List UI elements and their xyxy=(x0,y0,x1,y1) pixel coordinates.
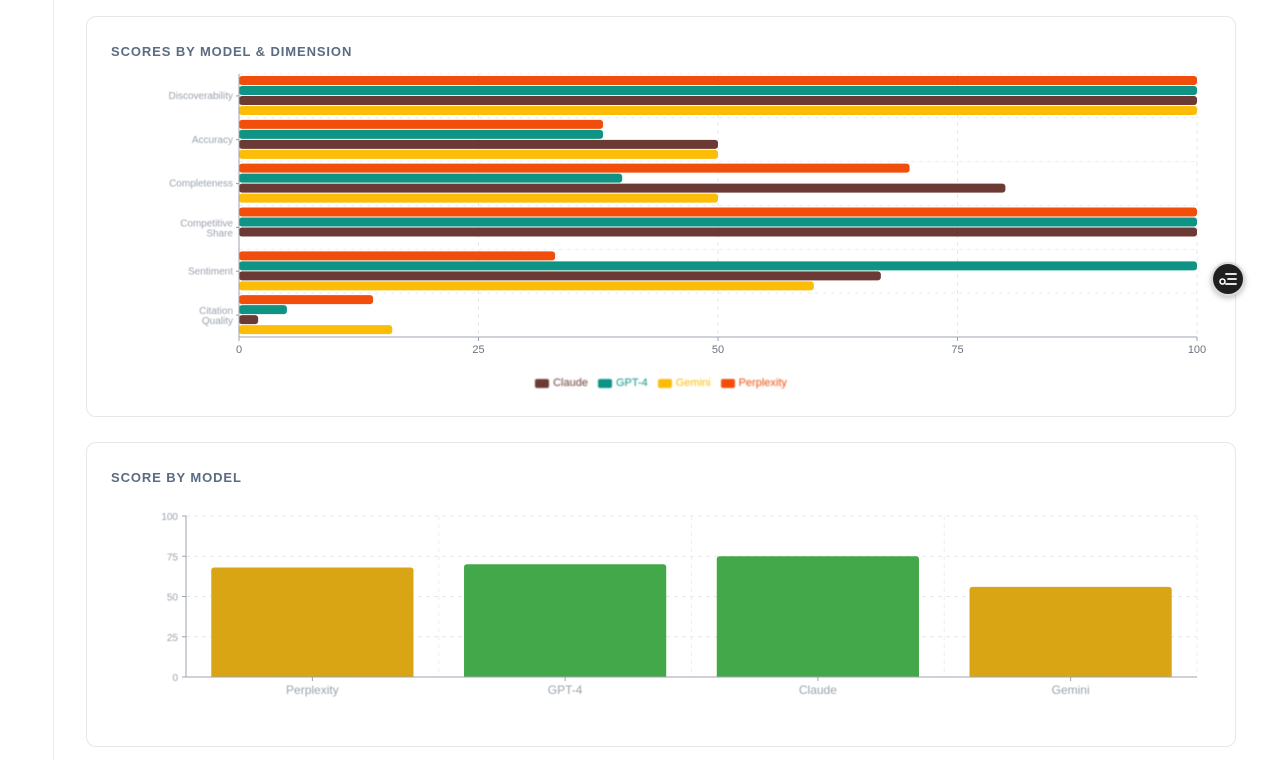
y-tick-label: 75 xyxy=(167,552,179,563)
y-tick-label: 25 xyxy=(167,633,179,644)
filter-list-icon xyxy=(1219,273,1237,285)
y-tick-label: 50 xyxy=(167,593,179,604)
x-tick-label: 75 xyxy=(951,344,963,356)
model-bar-chart: 0 25 50 75 100 Perplexity GPT-4 Claude Gemini xyxy=(161,512,1198,697)
x-tick-label: Claude xyxy=(799,683,837,697)
legend-item-perplexity[interactable]: Perplexity xyxy=(720,377,787,389)
bar-discoverability-claude xyxy=(239,96,1197,105)
bar-citation-quality-claude xyxy=(239,315,259,325)
legend-label: Gemini xyxy=(675,377,711,389)
bar-discoverability-perplexity xyxy=(239,76,1197,85)
bar-discoverability-gpt-4 xyxy=(239,86,1197,95)
bar-citation-quality-perplexity xyxy=(239,295,374,305)
y-tick-label: Citation Quality xyxy=(199,306,233,327)
legend-item-gpt-4[interactable]: GPT-4 xyxy=(597,377,648,389)
x-tick-label: 25 xyxy=(472,344,484,356)
y-tick-label: Discoverability xyxy=(169,91,233,102)
bar-accuracy-claude xyxy=(239,139,718,149)
bar-completeness-gemini xyxy=(239,193,718,203)
bar-discoverability-gemini xyxy=(239,106,1197,115)
bar-gemini xyxy=(969,586,1172,677)
bar-accuracy-perplexity xyxy=(239,119,604,129)
x-tick-label: 0 xyxy=(236,344,242,356)
dimension-bar-chart: Discoverability Accuracy Completeness Compe… xyxy=(169,73,1206,356)
x-tick-label: Perplexity xyxy=(286,683,339,697)
bar-sentiment-perplexity xyxy=(239,251,556,261)
bar-sentiment-gpt-4 xyxy=(239,261,1197,271)
x-tick-label: GPT-4 xyxy=(548,683,583,697)
legend-swatch xyxy=(535,378,550,388)
y-tick-label: Competitive Share xyxy=(180,218,233,239)
legend-label: Perplexity xyxy=(738,377,787,389)
bar-accuracy-gemini xyxy=(239,149,718,159)
bar-gpt-4 xyxy=(464,564,667,677)
y-tick-label: Completeness xyxy=(169,179,233,190)
bar-completeness-perplexity xyxy=(239,163,910,173)
x-tick-label: Gemini xyxy=(1052,683,1090,697)
bar-citation-quality-gpt-4 xyxy=(239,305,287,315)
model-chart-card: SCORE BY MODEL 0 25 50 75 100 Perplexity GPT-4… xyxy=(86,442,1236,747)
bar-accuracy-gpt-4 xyxy=(239,129,604,139)
legend-swatch xyxy=(657,378,672,388)
bar-completeness-gpt-4 xyxy=(239,173,623,183)
dimension-chart-title: SCORES BY MODEL & DIMENSION xyxy=(111,44,353,59)
bar-competitive-share-perplexity xyxy=(239,207,1197,217)
y-tick-label: Sentiment xyxy=(188,266,233,277)
y-tick-label: Accuracy xyxy=(192,135,233,146)
bar-claude xyxy=(716,556,919,677)
legend-swatch xyxy=(720,378,735,388)
bar-completeness-claude xyxy=(239,183,1006,193)
y-tick-label: 0 xyxy=(172,673,178,684)
y-tick-label: 100 xyxy=(161,512,178,523)
legend-label: GPT-4 xyxy=(615,377,648,389)
legend-item-claude[interactable]: Claude xyxy=(535,377,588,389)
bar-competitive-share-gpt-4 xyxy=(239,217,1197,227)
legend-item-gemini[interactable]: Gemini xyxy=(657,377,711,389)
legend-label: Claude xyxy=(553,377,588,389)
bar-citation-quality-gemini xyxy=(239,325,393,335)
model-chart-title: SCORE BY MODEL xyxy=(111,470,242,485)
filter-list-button[interactable] xyxy=(1211,262,1245,296)
x-tick-label: 100 xyxy=(1188,344,1206,356)
bar-competitive-share-claude xyxy=(239,227,1197,237)
bar-sentiment-gemini xyxy=(239,281,814,291)
dimension-chart-legend: Claude GPT-4 Gemini Perplexity xyxy=(87,377,1235,389)
dimension-chart-card: SCORES BY MODEL & DIMENSION Discoverabil… xyxy=(86,16,1236,417)
bar-sentiment-claude xyxy=(239,271,881,281)
legend-swatch xyxy=(597,378,612,388)
bar-perplexity xyxy=(211,567,414,677)
x-tick-label: 50 xyxy=(712,344,724,356)
left-sidebar-rail xyxy=(0,0,54,760)
